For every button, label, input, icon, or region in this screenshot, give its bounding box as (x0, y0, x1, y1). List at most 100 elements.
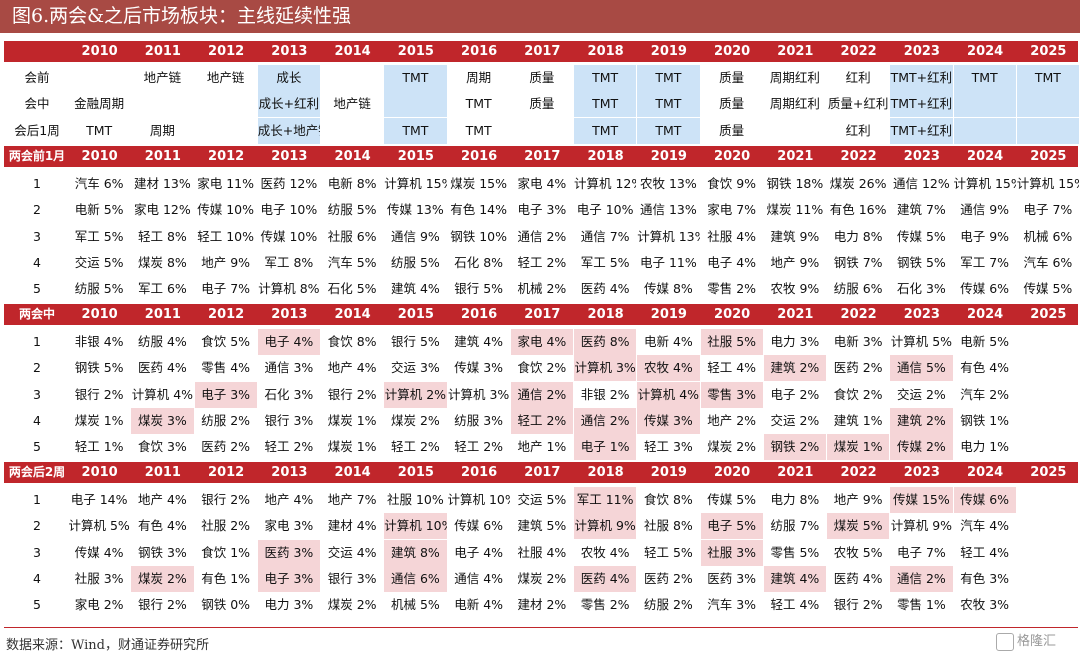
ranking-cell: 军工 5% (74, 228, 124, 244)
summary-cell (764, 118, 826, 144)
ranking-cell: 有色 16% (829, 202, 887, 218)
year-header: 2025 (1030, 149, 1067, 164)
ranking-cell: 电子 3% (194, 381, 257, 408)
ranking-cell: 纺服 2% (643, 597, 693, 613)
ranking-cell: 军工 6% (137, 281, 187, 297)
ranking-cell: 家电 11% (197, 176, 254, 191)
rank-label: 3 (33, 228, 41, 244)
year-header: 2022 (840, 44, 877, 59)
ranking-cell: 建筑 4% (454, 334, 504, 349)
rank-label: 3 (33, 544, 41, 560)
summary-cell (68, 65, 130, 91)
year-header: 2013 (271, 465, 308, 480)
rank-label: 2 (33, 202, 41, 218)
year-header: 2011 (144, 465, 181, 480)
ranking-cell: 轻工 5% (643, 544, 693, 560)
ranking-cell: 家电 4% (517, 176, 567, 191)
year-header: 2019 (650, 149, 687, 164)
ranking-cell: 计算机 8% (258, 281, 320, 297)
summary-cell: 质量 (529, 96, 555, 112)
ranking-cell: 传媒 3% (637, 407, 700, 434)
ranking-cell: 农牧 3% (960, 597, 1010, 613)
ranking-cell: 医药 8% (574, 329, 637, 355)
ranking-cell: 汽车 4% (960, 518, 1010, 534)
ranking-cell: 传媒 10% (197, 202, 254, 218)
ranking-cell: 计算机 10% (447, 492, 510, 507)
ranking-cell: 计算机 9% (574, 513, 637, 540)
year-header: 2014 (334, 149, 371, 164)
ranking-cell: 零售 5% (770, 544, 820, 560)
ranking-cell: 有色 4% (960, 360, 1010, 376)
ranking-cell: 传媒 6% (454, 518, 504, 534)
ranking-cell: 家电 4% (510, 329, 573, 355)
year-header: 2010 (81, 465, 118, 480)
year-header: 2018 (587, 149, 624, 164)
ranking-cell (1017, 329, 1079, 355)
summary-cell: TMT (953, 65, 1016, 91)
ranking-cell (1017, 382, 1079, 408)
summary-cell: 成长 (257, 65, 320, 91)
summary-cell: TMT+红利 (890, 65, 953, 91)
ranking-cell: 轻工 2% (264, 439, 314, 455)
ranking-cell: 煤炭 1% (827, 434, 890, 461)
ranking-cell: 农牧 13% (639, 176, 697, 191)
summary-cell: 质量 (719, 122, 745, 138)
ranking-cell (1017, 513, 1079, 539)
year-header: 2015 (397, 149, 434, 164)
summary-cell: 周期 (149, 122, 175, 138)
year-header: 2012 (208, 44, 245, 59)
ranking-cell: 传媒 5% (1023, 281, 1073, 297)
watermark-logo: 格隆汇 (996, 631, 1068, 653)
summary-cell: 质量+红利 (827, 96, 889, 112)
watermark-text: 格隆汇 (1017, 634, 1057, 649)
summary-cell: 质量 (719, 96, 745, 112)
ranking-cell: 煤炭 8% (137, 254, 187, 270)
ranking-cell: 社服 10% (386, 492, 444, 507)
ranking-cell: 零售 1% (896, 597, 946, 613)
year-header: 2011 (144, 149, 181, 164)
year-header: 2016 (461, 307, 498, 322)
ranking-cell: 医药 2% (643, 570, 693, 586)
year-header: 2021 (777, 44, 814, 59)
ranking-cell: 电子 11% (639, 254, 697, 270)
phase-label: 会后1周 (14, 122, 60, 138)
ranking-cell: 电子 4% (454, 544, 504, 560)
rank-label: 4 (33, 570, 41, 586)
ranking-cell: 食饮 3% (137, 439, 187, 455)
ranking-cell: 计算机 2% (384, 381, 447, 408)
ranking-cell: 轻工 3% (643, 439, 693, 455)
rank-label: 2 (33, 360, 41, 376)
rank-label: 4 (33, 254, 41, 270)
ranking-cell: 农牧 9% (770, 281, 820, 297)
summary-cell: TMT (465, 122, 492, 138)
summary-cell (953, 117, 1016, 144)
ranking-cell: 纺服 6% (833, 281, 883, 297)
rank-label: 1 (33, 176, 41, 191)
summary-cell (384, 91, 447, 118)
ranking-cell: 传媒 15% (890, 487, 953, 513)
year-header: 2011 (144, 44, 181, 59)
ranking-cell: 医药 4% (833, 570, 883, 586)
summary-header: 2010 2011 2012 2013 2014 2015 2016 2017 2018 2019… (4, 41, 1078, 62)
ranking-cell: 电子 7% (896, 544, 946, 560)
ranking-cell: 轻工 10% (197, 228, 254, 244)
ranking-cell: 食饮 2% (517, 360, 567, 376)
ranking-cell: 传媒 5% (896, 228, 946, 244)
ranking-cell: 通信 13% (639, 202, 697, 218)
summary-cell: TMT (465, 96, 492, 112)
ranking-cell: 医药 4% (137, 360, 187, 376)
ranking-cell: 电新 4% (454, 597, 504, 613)
ranking-cell: 军工 5% (580, 254, 630, 270)
ranking-cell: 有色 14% (450, 202, 507, 218)
rank-label: 4 (33, 412, 41, 428)
ranking-cell: 钢铁 5% (896, 254, 946, 270)
summary-cell: 周期 (466, 70, 492, 85)
ranking-cell: 煤炭 15% (450, 176, 507, 191)
year-header: 2012 (208, 465, 245, 480)
year-header: 2017 (524, 149, 561, 164)
year-header: 2023 (903, 149, 940, 164)
ranking-cell: 计算机 12% (574, 176, 636, 191)
ranking-cell: 通信 9% (390, 228, 440, 244)
ranking-cell: 军工 8% (264, 254, 314, 270)
ranking-cell: 医药 3% (257, 539, 320, 566)
